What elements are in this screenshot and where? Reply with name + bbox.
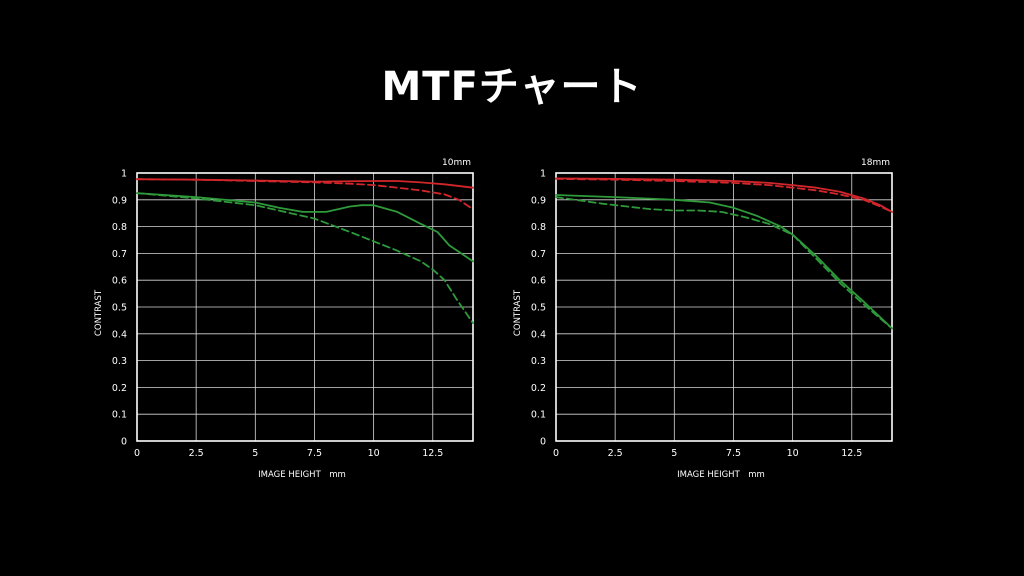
mtf-chart-18mm: 00.10.20.30.40.50.60.70.80.910 2.5 5 7.5 10 1… [513, 158, 893, 480]
y-tick-label: 0.4 [531, 329, 546, 340]
page-title: MTFチャート [381, 64, 643, 110]
y-tick-label: 0.6 [112, 276, 127, 287]
x-tick-label: 5 [671, 448, 677, 459]
y-axis-label: CONTRAST [94, 289, 104, 336]
mtf-series-line-2 [136, 192, 474, 263]
x-axis-label: IMAGE HEIGHT mm [677, 470, 765, 480]
mtf-series-line-3 [136, 192, 474, 324]
mtf-series-line-3 [555, 196, 893, 330]
mtf-series-line-0 [555, 177, 893, 213]
y-tick-label: 1 [540, 169, 546, 180]
y-axis-label: CONTRAST [513, 289, 523, 336]
y-tick-label: 0 [121, 437, 127, 448]
x-tick-label: 10 [787, 448, 799, 459]
x-tick-label: 10 [368, 448, 380, 459]
mtf-series-line-2 [555, 194, 893, 330]
y-tick-label: 0.9 [531, 195, 546, 206]
y-tick-label: 0.2 [531, 383, 546, 394]
x-axis-label: IMAGE HEIGHT mm [258, 470, 346, 480]
x-tick-label: 5 [252, 448, 258, 459]
y-tick-label: 0.5 [112, 303, 127, 314]
focal-length-label: 10mm [442, 158, 471, 168]
y-tick-label: 0.8 [531, 222, 546, 233]
y-tick-label: 0.7 [531, 249, 546, 260]
focal-length-label: 18mm [861, 158, 890, 168]
y-tick-label: 0.4 [112, 329, 127, 340]
x-tick-label: 0 [553, 448, 559, 459]
x-tick-label: 12.5 [841, 448, 862, 459]
y-tick-label: 0.2 [112, 383, 127, 394]
y-tick-label: 0.3 [112, 356, 127, 367]
x-tick-label: 12.5 [422, 448, 443, 459]
x-tick-label: 2.5 [189, 448, 204, 459]
y-tick-label: 0.5 [531, 303, 546, 314]
y-tick-label: 1 [121, 169, 127, 180]
y-tick-label: 0.7 [112, 249, 127, 260]
y-tick-label: 0.9 [112, 195, 127, 206]
y-tick-label: 0.3 [531, 356, 546, 367]
mtf-series-line-1 [136, 178, 474, 211]
plot-frame [555, 172, 893, 442]
y-tick-label: 0.1 [531, 410, 546, 421]
x-tick-label: 7.5 [307, 448, 322, 459]
x-tick-label: 7.5 [726, 448, 741, 459]
x-tick-label: 0 [134, 448, 140, 459]
y-tick-label: 0.8 [112, 222, 127, 233]
y-tick-label: 0.6 [531, 276, 546, 287]
x-tick-label: 2.5 [608, 448, 623, 459]
mtf-chart-10mm: 00.10.20.30.40.50.60.70.80.910 2.5 5 7.5 10 1… [94, 158, 474, 480]
y-tick-label: 0 [540, 437, 546, 448]
mtf-series-line-1 [555, 178, 893, 213]
y-tick-label: 0.1 [112, 410, 127, 421]
plot-frame [136, 172, 474, 442]
